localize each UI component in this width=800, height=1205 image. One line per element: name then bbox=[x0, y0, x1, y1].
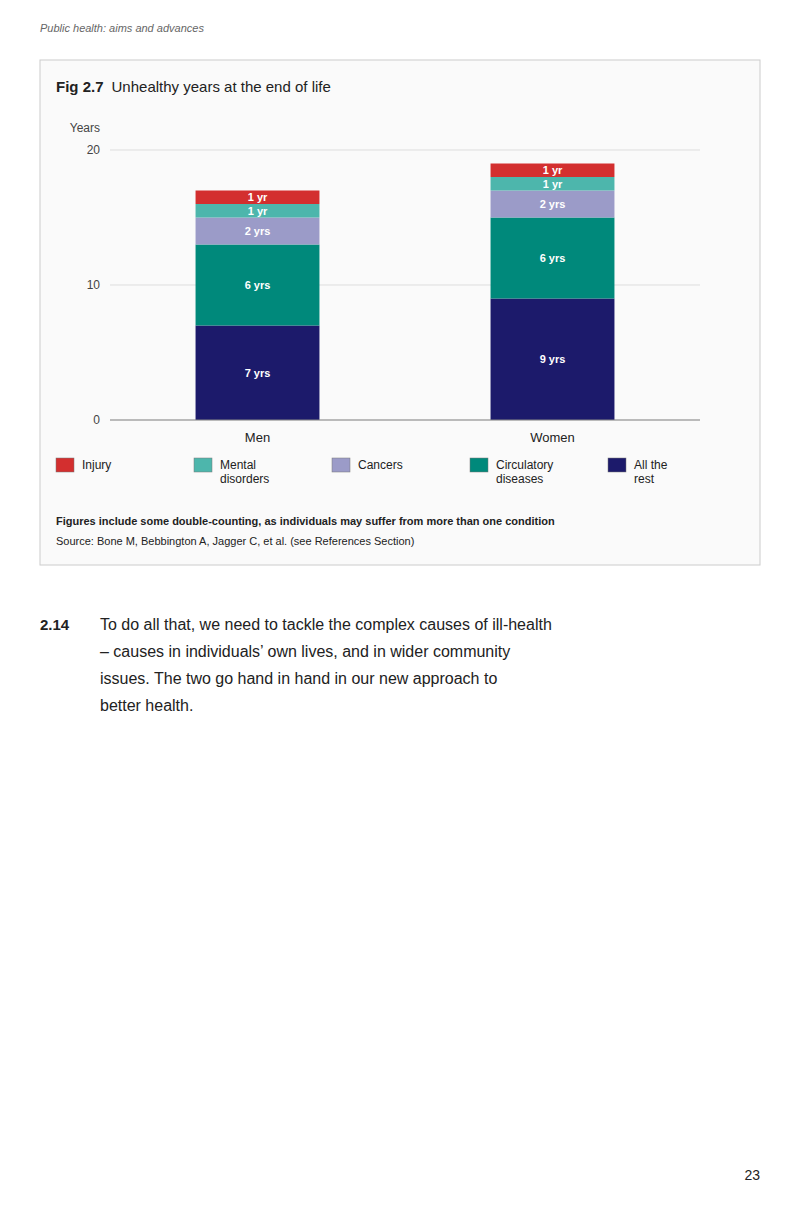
legend-swatch bbox=[332, 458, 350, 472]
legend-label: Mentaldisorders bbox=[220, 458, 269, 486]
annotation: Figures include some double-counting, as… bbox=[56, 515, 555, 527]
chart-title: Fig 2.7 Unhealthy years at the end of lif… bbox=[56, 78, 331, 95]
bar-segment bbox=[491, 218, 615, 299]
data-label: 1 yr bbox=[543, 164, 563, 176]
page-background bbox=[0, 0, 800, 1205]
legend-label-line: Cancers bbox=[358, 458, 403, 472]
legend-label: Injury bbox=[82, 458, 111, 472]
paragraph-line: better health. bbox=[100, 697, 193, 714]
data-label: 7 yrs bbox=[245, 367, 271, 379]
data-label: 2 yrs bbox=[540, 198, 566, 210]
grid-line bbox=[110, 150, 700, 151]
legend: InjuryMentaldisordersCancersCirculatoryd… bbox=[56, 458, 668, 486]
paragraph-line: issues. The two go hand in hand in our n… bbox=[100, 670, 497, 687]
legend-swatch bbox=[56, 458, 74, 472]
bar-segment bbox=[196, 245, 320, 326]
legend-swatch bbox=[194, 458, 212, 472]
data-label: 6 yrs bbox=[245, 279, 271, 291]
bars bbox=[196, 164, 615, 421]
data-label: 1 yr bbox=[543, 178, 563, 190]
page-number: 23 bbox=[744, 1167, 760, 1183]
x-tick-label: Men bbox=[245, 430, 270, 445]
paragraph-number: 2.14 bbox=[40, 616, 70, 633]
page: Public health: aims and advances Fig 2.7 U… bbox=[0, 0, 800, 1205]
chart-panel bbox=[40, 60, 760, 565]
bar-segment bbox=[491, 177, 615, 191]
bar-segment bbox=[196, 326, 320, 421]
legend-label: All therest bbox=[634, 458, 668, 486]
y-tick-label: 0 bbox=[93, 413, 100, 427]
bar-segment bbox=[196, 191, 320, 205]
legend-swatch bbox=[470, 458, 488, 472]
y-tick-label: 20 bbox=[87, 143, 101, 157]
data-label: 2 yrs bbox=[245, 225, 271, 237]
data-label: 1 yr bbox=[248, 205, 268, 217]
grid-line bbox=[110, 420, 700, 421]
bar-segment bbox=[491, 191, 615, 218]
page-header: Public health: aims and advances bbox=[40, 22, 204, 34]
legend-swatch bbox=[608, 458, 626, 472]
annotation: Source: Bone M, Bebbington A, Jagger C, … bbox=[56, 535, 414, 547]
legend-label-line: Circulatory bbox=[496, 458, 553, 472]
y-axis-label: Years bbox=[70, 121, 100, 135]
bar-segment bbox=[196, 204, 320, 218]
bar-segment bbox=[491, 164, 615, 178]
title: Fig 2.7 bbox=[56, 78, 104, 95]
paragraph-line: – causes in individuals’ own lives, and … bbox=[100, 643, 510, 660]
legend-label: Circulatorydiseases bbox=[496, 458, 553, 486]
data-label: 6 yrs bbox=[540, 252, 566, 264]
legend-label-line: All the bbox=[634, 458, 668, 472]
legend-label-line: diseases bbox=[496, 472, 543, 486]
bar-segment bbox=[196, 218, 320, 245]
data-label: 1 yr bbox=[248, 191, 268, 203]
legend-label-line: Mental bbox=[220, 458, 256, 472]
subtitle: Unhealthy years at the end of life bbox=[112, 78, 331, 95]
legend-label-line: Injury bbox=[82, 458, 111, 472]
bar-segment bbox=[491, 299, 615, 421]
x-tick-label: Women bbox=[530, 430, 575, 445]
data-label: 9 yrs bbox=[540, 353, 566, 365]
legend-label-line: rest bbox=[634, 472, 655, 486]
legend-label: Cancers bbox=[358, 458, 403, 472]
paragraph: To do all that, we need to tackle the co… bbox=[100, 616, 552, 714]
data-labels: 7 yrs 9 yrs 6 yrs 6 yrs 2 yrs 2 yrs 1 yr 1 yr 1 … bbox=[245, 164, 566, 379]
y-tick-label: 10 bbox=[87, 278, 101, 292]
paragraph-line: To do all that, we need to tackle the co… bbox=[100, 616, 552, 633]
legend-label-line: disorders bbox=[220, 472, 269, 486]
x-axis bbox=[110, 420, 700, 421]
